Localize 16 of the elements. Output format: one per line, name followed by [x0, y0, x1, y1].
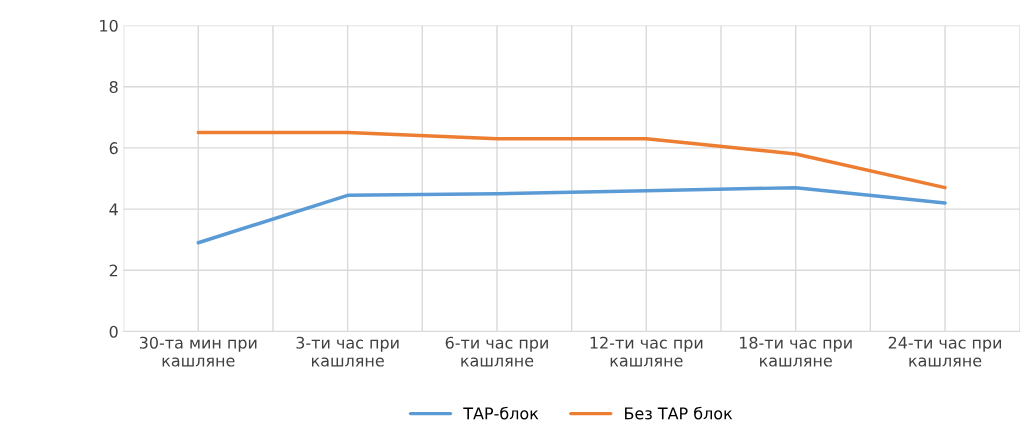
x-tick-label: 24-ти час при кашляне — [888, 336, 1002, 367]
y-tick-label: 2 — [109, 264, 118, 277]
line-series — [196, 130, 947, 190]
y-tick-label: 6 — [109, 142, 118, 155]
y-tick-label: 8 — [109, 80, 118, 93]
line-series — [196, 185, 947, 245]
x-tick-label: 12-ти час при кашляне — [590, 336, 703, 367]
y-tick-label: 0 — [109, 325, 118, 338]
x-tick-label: 3-ти час при кашляне — [296, 336, 399, 367]
legend-label: ТАР-блок — [463, 406, 539, 420]
y-tick-label: 10 — [100, 19, 118, 32]
x-tick-label: 6-ти час при кашляне — [445, 336, 548, 367]
x-tick-label: 18-ти час при кашляне — [739, 336, 852, 367]
y-tick-label: 4 — [109, 203, 118, 216]
x-tick-label: 30-та мин при кашляне — [139, 336, 257, 367]
legend-label: Без ТАР блок — [625, 406, 733, 420]
